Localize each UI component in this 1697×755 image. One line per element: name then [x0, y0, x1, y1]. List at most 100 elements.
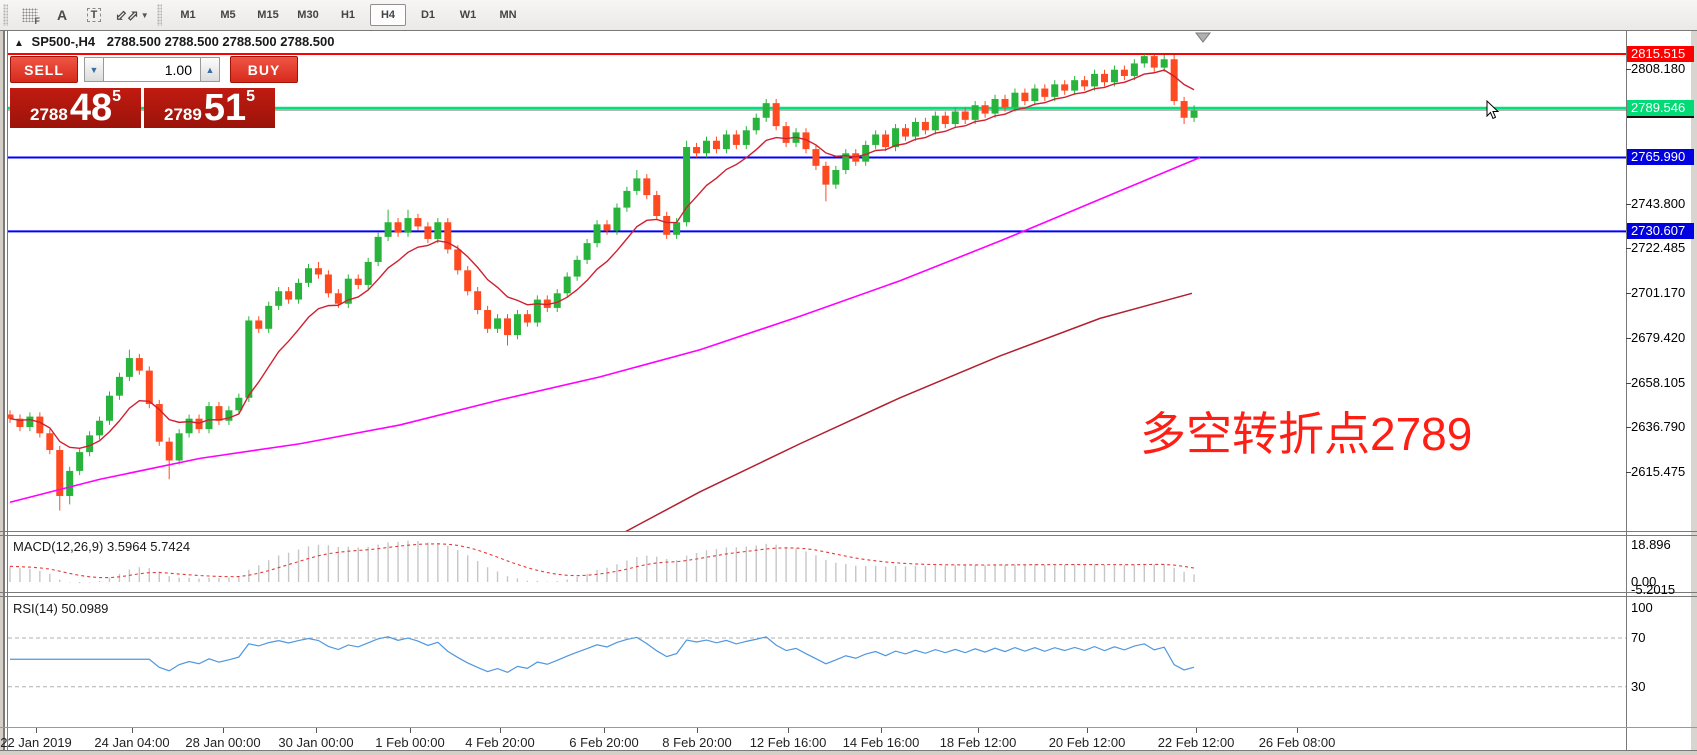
macd-label: MACD(12,26,9) 3.5964 5.7424	[13, 539, 191, 554]
price-badge-2789.546: 2789.546	[1627, 100, 1694, 117]
one-click-trade-panel: SELL ▼ ▲ BUY 2788 48 5 2789 51 5	[10, 56, 298, 128]
macd-axis-label: 0.00	[1631, 574, 1657, 589]
splitter-macd-rsi-2[interactable]	[0, 596, 1697, 597]
bid-prefix: 2788	[29, 105, 68, 124]
window-bottom-chrome	[0, 751, 1697, 755]
text-box-icon[interactable]: T	[81, 3, 107, 27]
price-tick-label: 2679.420	[1631, 330, 1686, 346]
price-axis-border	[1626, 31, 1627, 750]
timeframe-mn[interactable]: MN	[499, 9, 517, 21]
splitter-main-macd[interactable]	[0, 531, 1697, 532]
splitter-main-macd-2[interactable]	[0, 535, 1697, 536]
window-top-border	[0, 30, 1697, 31]
timeframe-m1[interactable]: M1	[180, 9, 196, 21]
ask-quote: 2789 51 5	[144, 88, 275, 128]
price-badge-2815.515: 2815.515	[1627, 46, 1694, 62]
timeframe-m5[interactable]: M5	[220, 9, 236, 21]
timeframe-bar: M1 M5 M15 M30 H1 H4 D1 W1 MN	[168, 4, 528, 26]
timeframe-h1[interactable]: H1	[340, 9, 356, 21]
font-a-icon[interactable]: A	[56, 7, 68, 23]
macd-axis-label: -5.2015	[1631, 582, 1676, 597]
buy-button[interactable]: BUY	[230, 56, 298, 83]
bid-sup-digit: 5	[112, 88, 121, 105]
price-tick-dash	[1626, 427, 1631, 429]
timeframe-m15[interactable]: M15	[257, 9, 279, 21]
timeframe-d1[interactable]: D1	[420, 9, 436, 21]
time-label: 22 Jan 2019	[0, 735, 72, 750]
collapse-triangle-icon[interactable]: ▲	[14, 38, 24, 49]
time-label: 26 Feb 08:00	[1258, 735, 1336, 750]
time-tick-dash	[316, 728, 317, 733]
ma-slow-line	[625, 292, 1193, 531]
price-tick-label: 2722.485	[1631, 240, 1686, 256]
time-label: 8 Feb 20:00	[662, 735, 732, 750]
price-tick-dash	[1626, 69, 1631, 71]
price-tick-dash	[1626, 292, 1631, 294]
rsi-line	[10, 636, 1195, 674]
bid-quote: 2788 48 5	[10, 88, 141, 128]
price-tick-label: 2636.790	[1631, 419, 1686, 435]
rsi-axis-label: 70	[1631, 630, 1646, 645]
ma-medium-line	[9, 156, 1201, 504]
time-tick-dash	[1087, 728, 1088, 733]
candles	[8, 54, 1198, 511]
dropdown-caret-icon: ▼	[140, 10, 149, 20]
window-left-border	[3, 31, 5, 750]
grid-f-icon[interactable]: F	[17, 3, 43, 27]
time-label: 30 Jan 00:00	[278, 735, 354, 750]
time-label: 1 Feb 00:00	[375, 735, 445, 750]
time-tick-dash	[604, 728, 605, 733]
time-tick-dash	[223, 728, 224, 733]
time-tick-dash	[697, 728, 698, 733]
ask-sup-digit: 5	[246, 88, 255, 105]
chart-header: ▲ SP500-,H4 2788.500 2788.500 2788.500 2…	[14, 34, 334, 49]
plot-left-border	[7, 31, 8, 750]
main-price-panel	[8, 53, 1626, 531]
volume-input[interactable]	[104, 57, 200, 82]
time-label: 24 Jan 04:00	[94, 735, 170, 750]
time-label: 4 Feb 20:00	[465, 735, 535, 750]
toolbar-grip-2[interactable]	[157, 4, 162, 26]
mouse-cursor-icon	[1486, 99, 1500, 120]
horizontal-level-lines[interactable]	[8, 53, 1626, 233]
time-tick-dash	[36, 728, 37, 733]
chart-text-annotation[interactable]: 多空转折点2789	[1140, 408, 1473, 460]
timeframe-h4[interactable]: H4	[370, 4, 406, 26]
toolbar: F A T ⬃⬀ ▼ M1 M5 M15 M30 H1 H4 D1 W1 MN	[0, 0, 1697, 31]
timeframe-w1[interactable]: W1	[459, 9, 477, 21]
price-tick-label: 2743.800	[1631, 195, 1686, 211]
time-label: 28 Jan 00:00	[185, 735, 261, 750]
volume-increase-button[interactable]: ▲	[200, 57, 220, 82]
price-tick-dash	[1626, 203, 1631, 205]
time-tick-dash	[978, 728, 979, 733]
time-tick-dash	[410, 728, 411, 733]
time-tick-dash	[1297, 728, 1298, 733]
price-badge-2730.607: 2730.607	[1627, 223, 1694, 240]
macd-panel	[9, 540, 1195, 584]
cycle-arrows-icon[interactable]: ⬃⬀ ▼	[115, 6, 149, 23]
time-axis-border	[0, 727, 1697, 728]
volume-decrease-button[interactable]: ▼	[84, 57, 104, 82]
toolbar-grip[interactable]	[3, 4, 8, 26]
price-tick-dash	[1626, 382, 1631, 384]
price-tick-dash	[1626, 248, 1631, 250]
price-tick-label: 2808.180	[1631, 61, 1686, 77]
chart-shift-marker[interactable]	[1194, 32, 1212, 43]
window-left-chrome	[0, 31, 3, 755]
price-tick-label: 2615.475	[1631, 464, 1686, 479]
price-tick-label: 2658.105	[1631, 374, 1686, 390]
time-label: 22 Feb 12:00	[1157, 735, 1235, 750]
time-tick-dash	[500, 728, 501, 733]
time-tick-dash	[132, 728, 133, 733]
time-tick-dash	[788, 728, 789, 733]
macd-axis-label: 18.896	[1631, 537, 1671, 552]
window-bottom-border	[0, 750, 1697, 751]
sell-button[interactable]: SELL	[10, 56, 78, 83]
timeframe-m30[interactable]: M30	[297, 9, 319, 21]
splitter-macd-rsi[interactable]	[0, 592, 1697, 593]
chart-symbol-label: SP500-,H4	[31, 34, 96, 49]
time-label: 14 Feb 16:00	[842, 735, 920, 750]
time-label: 12 Feb 16:00	[749, 735, 827, 750]
